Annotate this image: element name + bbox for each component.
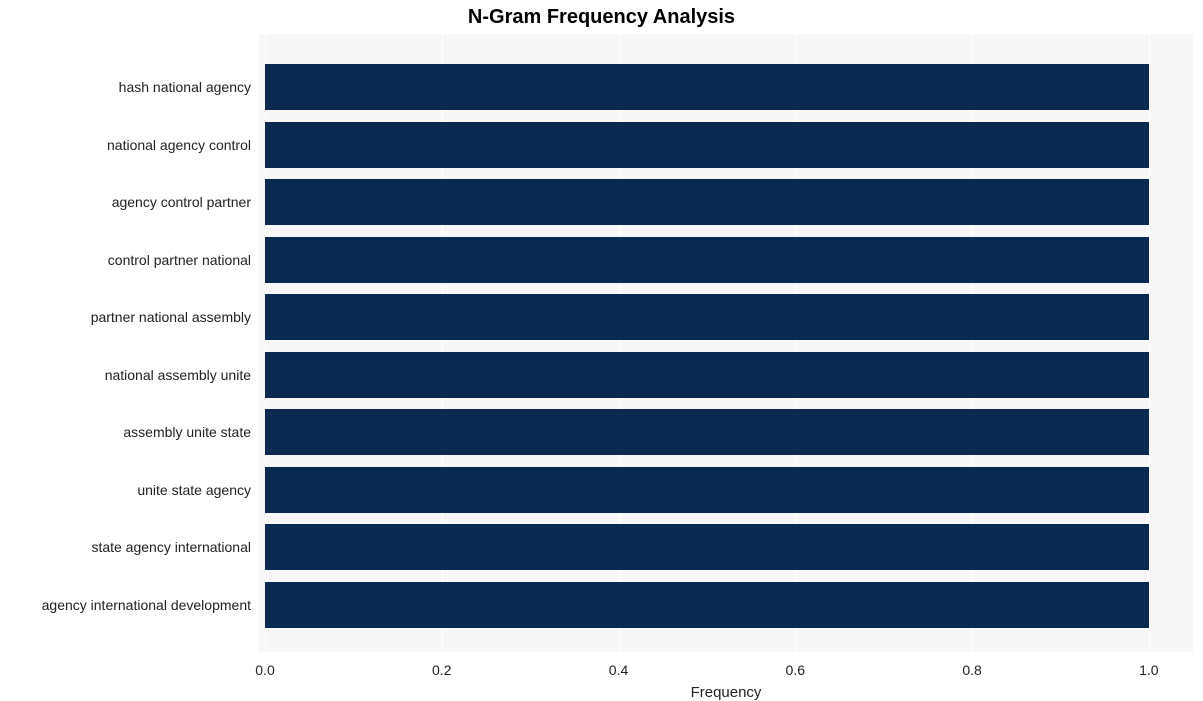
y-tick-label: state agency international [91,539,259,555]
x-tick-label: 0.6 [786,662,805,678]
bar-row: state agency international [259,524,1193,570]
bar-row: assembly unite state [259,409,1193,455]
x-tick-label: 0.0 [255,662,274,678]
bar [265,524,1149,570]
x-tick-label: 0.2 [432,662,451,678]
bar [265,409,1149,455]
y-tick-label: agency international development [42,597,259,613]
bar-row: agency international development [259,582,1193,628]
bar [265,294,1149,340]
x-axis-label: Frequency [259,684,1193,701]
bar-row: control partner national [259,237,1193,283]
bar [265,122,1149,168]
bar [265,582,1149,628]
bar [265,467,1149,513]
y-tick-label: national assembly unite [105,367,259,383]
y-tick-label: partner national assembly [91,309,259,325]
chart-title: N-Gram Frequency Analysis [0,6,1203,29]
bar-row: national agency control [259,122,1193,168]
plot-area: Frequency 0.00.20.40.60.81.0hash nationa… [259,34,1193,652]
x-tick-label: 0.8 [962,662,981,678]
bar-row: agency control partner [259,179,1193,225]
y-tick-label: unite state agency [137,482,259,498]
x-tick-label: 1.0 [1139,662,1158,678]
y-tick-label: agency control partner [112,194,259,210]
x-tick-label: 0.4 [609,662,628,678]
bar [265,179,1149,225]
bar [265,237,1149,283]
y-tick-label: assembly unite state [123,424,259,440]
y-tick-label: hash national agency [119,79,259,95]
bar-row: unite state agency [259,467,1193,513]
bar-row: hash national agency [259,64,1193,110]
bar [265,352,1149,398]
ngram-frequency-chart: N-Gram Frequency Analysis Frequency 0.00… [0,0,1203,701]
y-tick-label: control partner national [108,252,259,268]
y-tick-label: national agency control [107,137,259,153]
bar-row: partner national assembly [259,294,1193,340]
bar [265,64,1149,110]
bar-row: national assembly unite [259,352,1193,398]
